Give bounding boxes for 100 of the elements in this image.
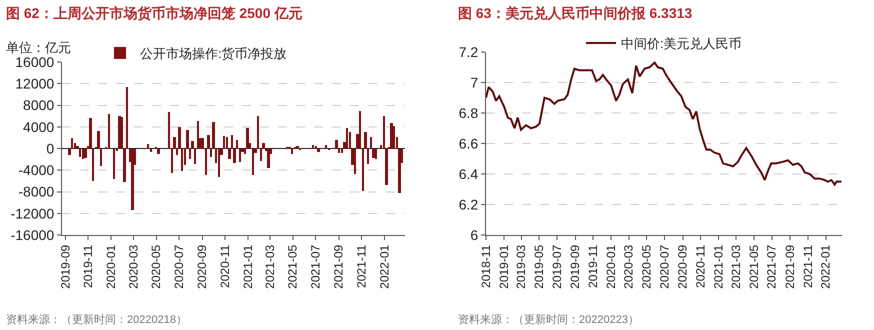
bar [312,145,314,149]
bar [239,149,241,162]
bar [118,116,121,149]
bar [207,135,210,149]
bar [325,145,327,149]
x-tick-label: 2021-11 [354,244,369,288]
bar [113,149,115,179]
bar [228,149,231,159]
bar [354,149,356,174]
bar [375,149,377,159]
x-tick-label: 2020-09 [195,244,210,289]
bar [189,149,191,159]
bar [123,149,126,182]
bar [296,146,299,149]
bar [79,149,81,157]
y-tick-label: 7.2 [458,44,478,60]
y-tick-label: 8000 [23,97,54,114]
bar [359,111,361,149]
x-tick-label: 2019-11 [81,244,96,288]
y-tick-label: -16000 [10,226,54,243]
x-tick-label: 2019-09 [568,244,582,289]
bar [267,149,270,168]
bar [367,149,369,164]
x-tick-label: 2021-03 [728,244,743,289]
legend-label: 中间价:美元兑人民币 [621,36,742,52]
bar [257,116,259,149]
bar [126,87,128,149]
x-tick-label: 2019-05 [532,244,546,289]
bar [71,138,73,149]
bar [68,149,71,155]
bar [335,140,338,149]
y-tick-label: 4000 [23,118,54,135]
x-tick-label: 2020-11 [694,244,708,288]
x-tick-label: 2020-01 [104,244,118,289]
x-tick-label: 2020-01 [604,244,618,289]
chart-title: 图 62：上周公开市场货币市场净回笼 2500 亿元 [6,5,302,21]
y-tick-label: 6.4 [458,166,478,182]
bar [223,136,225,149]
x-tick-label: 2021-11 [800,244,815,288]
bar [131,149,134,210]
x-tick-label: 2021-05 [746,244,761,289]
x-tick-label: 2021-03 [262,244,277,289]
x-tick-label: 2019-01 [496,244,511,289]
bar [317,149,320,152]
bar [205,149,207,175]
bar [121,117,123,149]
bar [218,149,220,177]
bar [168,112,170,149]
bar [252,149,254,175]
bar [398,149,401,193]
x-tick-label: 2021-01 [712,244,726,289]
y-tick-label: -4000 [18,162,54,178]
x-tick-label: 2020-07 [657,244,672,289]
bar [260,149,262,161]
bar [202,138,204,149]
bar [390,123,393,149]
bar [147,144,149,149]
bar [108,114,110,149]
text: 资料来源：（更新时间：20220223） [458,313,639,326]
bar [262,143,265,149]
bar [176,149,178,155]
y-tick-label: -12000 [10,205,54,222]
x-tick-label: 2018-11 [478,244,493,288]
bar [76,146,79,149]
y-tick-label: 6.8 [458,104,478,121]
x-tick-label: 2021-07 [764,244,779,289]
x-tick-label: 2021-09 [332,244,346,289]
x-tick-label: 2019-09 [58,244,72,289]
bar [385,149,388,185]
y-tick-label: 7 [470,74,478,90]
bar [291,149,293,154]
line-series [486,62,842,186]
bar [233,149,236,163]
y-tick-label: 16000 [15,54,54,70]
bar [246,128,249,149]
x-tick-label: 2022-01 [818,244,833,289]
chart-title: 图 63：美元兑人民币中间价报 6.3313 [458,5,692,21]
y-tick-label: 12000 [15,76,54,92]
bar [315,146,317,149]
bar [186,130,189,149]
x-tick-label: 2019-11 [586,244,600,288]
x-tick-label: 2020-11 [218,244,232,288]
x-tick-label: 2020-07 [172,244,186,289]
y-tick-label: 0 [46,140,54,156]
bar [349,132,351,149]
y-tick-label: 6.6 [458,135,478,152]
text: 资料来源：（更新时间：20220218） [6,313,187,326]
bar [212,122,215,149]
bar [341,149,343,153]
x-tick-label: 2021-05 [286,244,300,289]
x-tick-label: 2021-01 [240,244,255,289]
bar [231,135,233,149]
y-axis-title: 单位：亿元 [6,40,71,55]
bar [178,127,181,149]
bar [383,116,385,149]
bar [157,149,160,154]
x-tick-label: 2022-01 [377,244,392,289]
x-tick-label: 2020-09 [676,244,690,289]
bar [197,121,199,149]
bar [346,128,348,149]
